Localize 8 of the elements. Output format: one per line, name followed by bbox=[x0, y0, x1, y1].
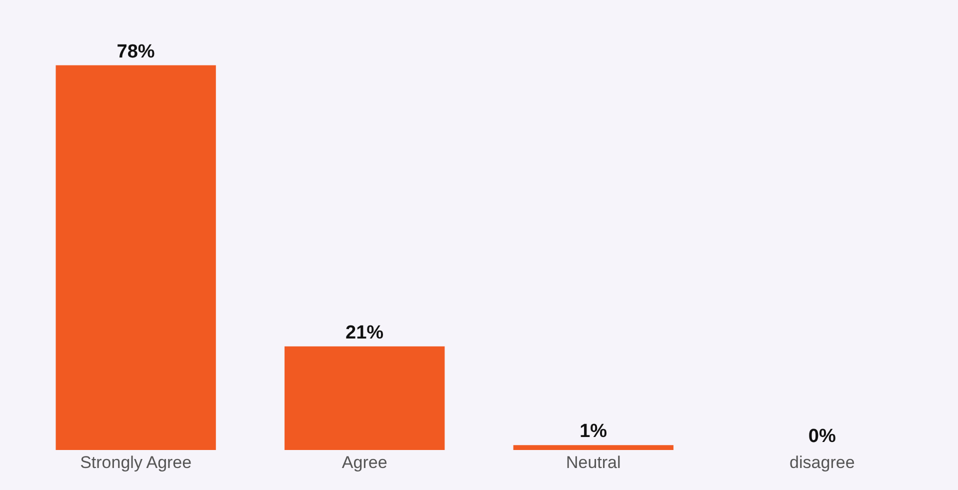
x-tick-label: Agree bbox=[342, 453, 388, 472]
data-label: 21% bbox=[346, 322, 384, 344]
data-label: 1% bbox=[580, 421, 608, 442]
x-tick-label: Neutral bbox=[566, 453, 621, 472]
x-tick-label: Strongly Agree bbox=[80, 453, 192, 472]
data-label: 0% bbox=[808, 426, 836, 447]
x-tick-label: disagree bbox=[790, 453, 855, 472]
data-label: 78% bbox=[116, 41, 155, 62]
